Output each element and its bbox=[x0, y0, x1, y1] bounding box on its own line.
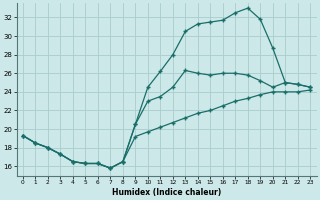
X-axis label: Humidex (Indice chaleur): Humidex (Indice chaleur) bbox=[112, 188, 221, 197]
